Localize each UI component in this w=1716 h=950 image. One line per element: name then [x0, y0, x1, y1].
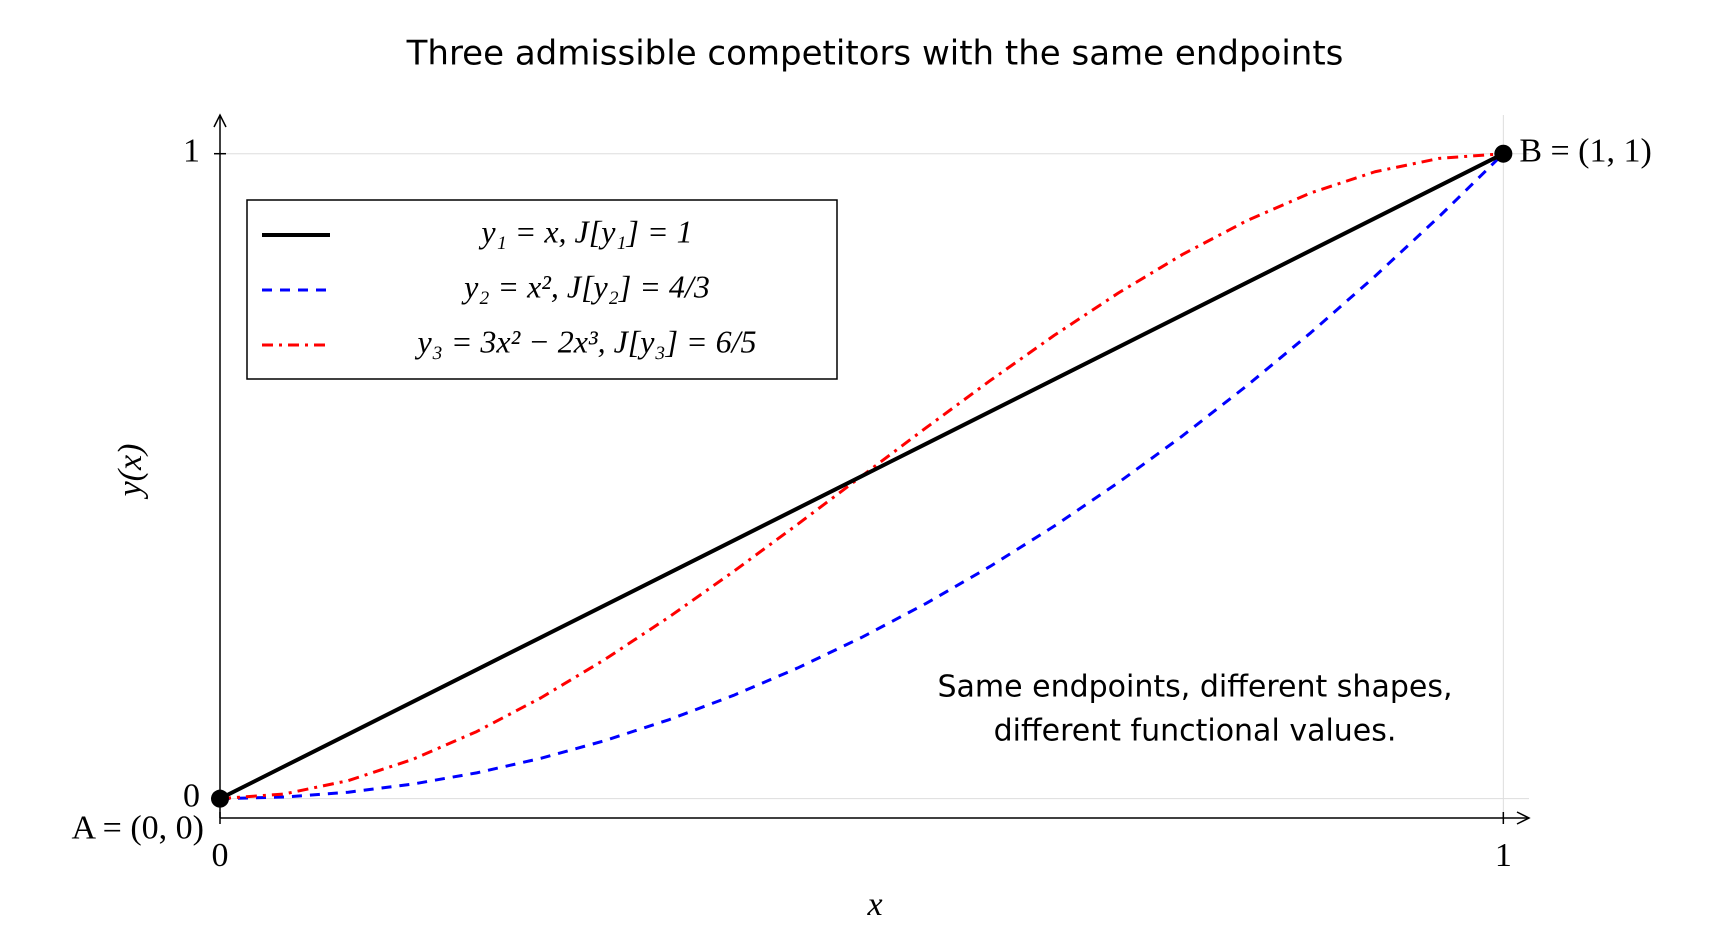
y-axis-label: y(x) [112, 444, 149, 500]
x-axis-arrow [1516, 811, 1531, 825]
endpoint-label: A = (0, 0) [72, 809, 205, 846]
legend-label: y₂ = x², J[y₂] = 4/3 [461, 268, 710, 304]
legend-box [246, 199, 838, 380]
legend-label: y₁ = x, J[y₁] = 1 [478, 213, 692, 249]
series-line [219, 152, 1505, 801]
endpoint [1494, 144, 1513, 163]
x-tick-label: 0 [212, 837, 229, 874]
annotation: Same endpoints, different shapes, [937, 670, 1452, 705]
y-tick-label: 1 [183, 132, 200, 169]
y-tick-label: 0 [183, 777, 200, 814]
annotation: different functional values. [994, 714, 1397, 749]
x-axis-label: x [866, 886, 882, 923]
y-axis-arrow [213, 113, 227, 128]
series-line [219, 151, 1505, 801]
chart-title: Three admissible competitors with the sa… [406, 34, 1344, 74]
endpoint-label: B = (1, 1) [1519, 132, 1652, 169]
legend-label: y₃ = 3x² − 2x³, J[y₃] = 6/5 [414, 323, 756, 359]
x-tick-label: 1 [1495, 837, 1512, 874]
endpoint [211, 789, 229, 808]
